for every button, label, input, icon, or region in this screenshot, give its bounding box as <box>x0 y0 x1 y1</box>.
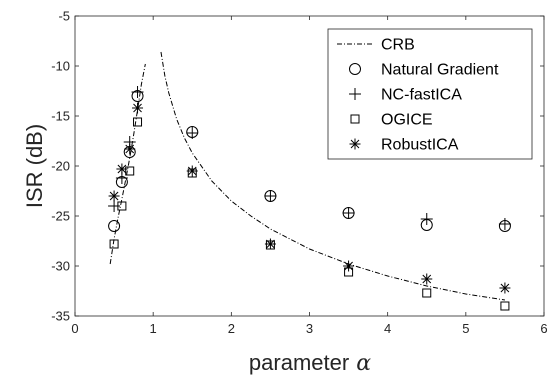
legend-marker-circle-shape <box>349 63 361 75</box>
y-tick-label: -25 <box>51 209 70 224</box>
plus-point <box>342 207 355 219</box>
legend-marker-square <box>350 114 360 124</box>
asterisk-point-d2 <box>133 103 142 113</box>
plus-point <box>498 218 511 230</box>
asterisk-point <box>108 190 120 202</box>
axis-ticks: 0 1 2 3 4 5 6 -35 -30 -25 -20 -15 -10 -5 <box>51 9 547 337</box>
y-tick-label: -15 <box>51 109 70 124</box>
legend-marker-square-shape <box>350 114 360 124</box>
asterisk-point <box>499 282 511 294</box>
x-tick-label: 5 <box>462 321 469 336</box>
square-point <box>117 201 127 211</box>
x-tick-label: 6 <box>540 321 547 336</box>
plus-point <box>264 190 277 202</box>
crb-curve <box>160 51 505 301</box>
plus-point <box>420 213 433 225</box>
asterisk-point <box>343 260 355 272</box>
asterisk-point <box>132 102 144 114</box>
plus-point <box>186 127 199 139</box>
asterisk-point <box>421 273 433 285</box>
x-tick-label: 0 <box>71 321 78 336</box>
square-point <box>125 166 135 176</box>
x-axis-title-text: parameter <box>249 350 349 375</box>
circle-point-shape <box>108 220 121 232</box>
legend: CRB Natural Gradient NC-fastICA OGICE Robust… <box>327 28 533 160</box>
y-tick-label: -35 <box>51 309 70 324</box>
asterisk-point-d2 <box>117 164 127 174</box>
legend-label: Natural Gradient <box>381 62 499 79</box>
asterisk-point <box>264 238 276 250</box>
y-axis-title: ISR (dB) <box>22 124 47 208</box>
legend-marker-asterisk <box>349 138 361 150</box>
legend-marker-asterisk-d2 <box>350 139 360 149</box>
legend-marker-plus <box>349 88 361 100</box>
square-point <box>500 301 510 311</box>
legend-label: CRB <box>381 37 415 54</box>
asterisk-point-d2 <box>109 191 119 201</box>
plus-point <box>131 86 144 98</box>
x-tick-label: 1 <box>150 321 157 336</box>
asterisk-point-d2 <box>125 144 135 154</box>
square-point-shape <box>109 239 119 249</box>
square-point <box>109 239 119 249</box>
asterisk-point <box>186 165 198 177</box>
y-tick-label: -10 <box>51 59 70 74</box>
y-tick-label: -5 <box>58 9 70 24</box>
x-tick-label: 2 <box>228 321 235 336</box>
square-point-shape <box>500 301 510 311</box>
square-point-shape <box>117 201 127 211</box>
asterisk-point-d2 <box>266 239 275 249</box>
crb-curve <box>109 63 146 265</box>
asterisk-point <box>116 163 128 175</box>
square-point <box>133 117 143 127</box>
x-tick-label: 3 <box>306 321 313 336</box>
asterisk-point <box>124 143 136 155</box>
x-axis-title-symbol: α <box>356 351 371 376</box>
asterisk-point-d2 <box>344 261 353 271</box>
series-layer <box>108 51 511 311</box>
asterisk-point-d2 <box>422 274 432 284</box>
square-point <box>422 288 432 298</box>
square-point-shape <box>133 117 143 127</box>
square-point-shape <box>422 288 432 298</box>
y-tick-label: -30 <box>51 259 70 274</box>
legend-box <box>327 28 533 160</box>
square-point-shape <box>125 166 135 176</box>
legend-label: RobustICA <box>381 137 459 154</box>
asterisk-point-d2 <box>500 283 510 293</box>
legend-marker-circle <box>349 63 361 75</box>
legend-label: NC-fastICA <box>381 87 462 104</box>
y-tick-label: -20 <box>51 159 70 174</box>
x-tick-label: 4 <box>384 321 391 336</box>
legend-label: OGICE <box>381 112 433 129</box>
x-axis-title: parameter α <box>249 350 371 376</box>
asterisk-point-d2 <box>187 166 197 176</box>
circle-point <box>108 220 121 232</box>
